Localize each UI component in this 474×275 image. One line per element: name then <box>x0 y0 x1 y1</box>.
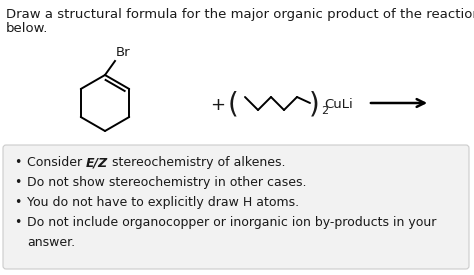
Text: Consider: Consider <box>27 156 86 169</box>
Text: You do not have to explicitly draw H atoms.: You do not have to explicitly draw H ato… <box>27 196 299 209</box>
Text: •: • <box>14 176 22 189</box>
Text: •: • <box>14 156 22 169</box>
Text: Do not show stereochemistry in other cases.: Do not show stereochemistry in other cas… <box>27 176 307 189</box>
Text: •: • <box>14 216 22 229</box>
Text: CuLi: CuLi <box>324 98 353 111</box>
Text: stereochemistry of alkenes.: stereochemistry of alkenes. <box>109 156 286 169</box>
Text: (: ( <box>228 91 238 119</box>
Text: Br: Br <box>116 46 131 59</box>
Text: 2: 2 <box>321 106 328 116</box>
Text: ): ) <box>309 91 319 119</box>
Text: answer.: answer. <box>27 236 75 249</box>
FancyBboxPatch shape <box>3 145 469 269</box>
Text: •: • <box>14 196 22 209</box>
Text: Draw a structural formula for the major organic product of the reaction shown: Draw a structural formula for the major … <box>6 8 474 21</box>
Text: E/Z: E/Z <box>86 156 109 169</box>
Text: Do not include organocopper or inorganic ion by-products in your: Do not include organocopper or inorganic… <box>27 216 437 229</box>
Text: below.: below. <box>6 22 48 35</box>
Text: +: + <box>210 96 226 114</box>
